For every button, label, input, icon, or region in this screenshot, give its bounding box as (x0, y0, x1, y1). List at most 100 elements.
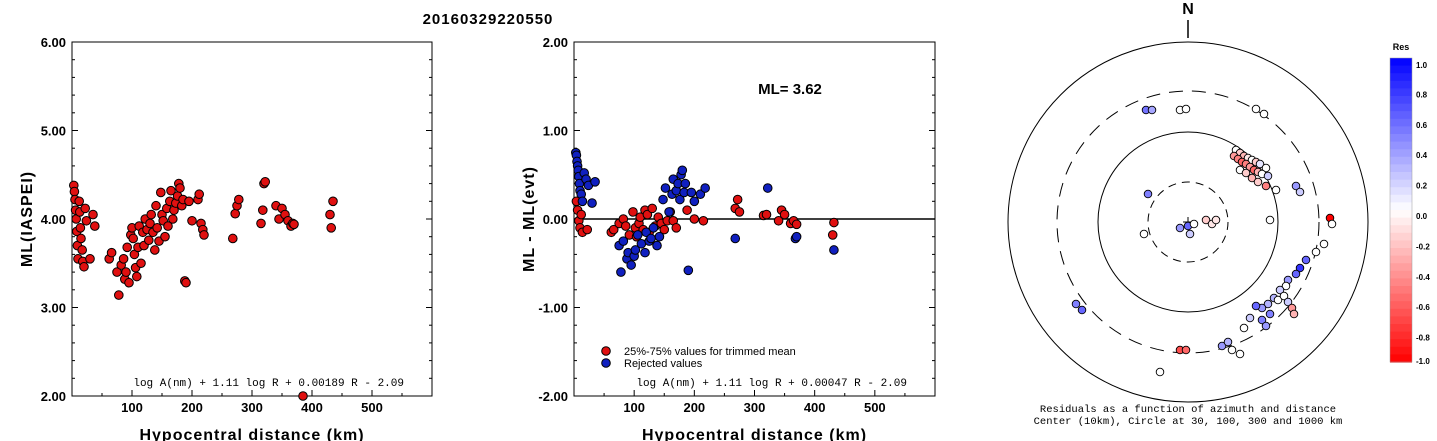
colorbar-tick-label: -0.4 (1416, 273, 1430, 282)
ml-vs-distance-chart: 100 200 300 400 500 2.00 3.00 4.00 5.00 6.00 Hypoc… (19, 35, 433, 441)
used-point (152, 223, 162, 233)
colorbar-segment (1390, 80, 1412, 89)
used-point (779, 209, 790, 220)
station-residual-point (1275, 285, 1285, 295)
used-point (114, 290, 124, 300)
x-tick-label: 400 (301, 400, 323, 415)
used-point (166, 185, 176, 196)
colorbar-segment (1390, 210, 1412, 219)
residual-vs-distance-chart: 100 200 300 400 500 -2.00 -1.00 0.00 1.00 2.00 Hyp… (521, 35, 936, 441)
rejected-point (680, 178, 691, 189)
ml-value-label: ML= 3.62 (758, 81, 822, 98)
station-residual-point (1235, 349, 1245, 359)
station-residual-point (1189, 219, 1199, 229)
x-tick-label: 500 (864, 400, 886, 415)
used-point (151, 200, 161, 211)
used-point (608, 224, 619, 235)
colorbar-tick-label: 0.0 (1416, 212, 1428, 221)
used-point (75, 223, 86, 233)
legend-marker (601, 346, 611, 356)
north-label: N (1182, 1, 1194, 18)
x-tick-label: 300 (744, 400, 766, 415)
station-residual-point (1201, 215, 1211, 225)
station-residual-point (1211, 215, 1221, 225)
colorbar-tick-label: -0.6 (1416, 303, 1430, 312)
used-point (698, 215, 709, 226)
station-residual-point (1265, 215, 1275, 225)
rejected-point (616, 267, 626, 277)
station-residual-point (1241, 168, 1251, 178)
colorbar-tick-label: 0.4 (1416, 151, 1428, 160)
used-point (121, 267, 131, 277)
used-point (187, 215, 197, 226)
used-point (136, 258, 146, 269)
station-residual-point (1245, 313, 1255, 323)
used-point (156, 187, 166, 198)
used-point (163, 221, 173, 231)
colorbar-tick-label: 0.6 (1416, 121, 1428, 130)
colorbar-segment (1390, 339, 1412, 348)
used-point (77, 245, 87, 255)
used-point (642, 209, 653, 220)
used-point (150, 245, 160, 255)
rejected-point (762, 183, 773, 193)
colorbar-segment (1390, 141, 1412, 150)
station-residual-point (1281, 281, 1291, 291)
station-residual-point (1185, 229, 1195, 239)
residual-colorbar: Res 1.0 0.8 0.6 0.4 0.2 0.0 -0.2 -0.4 -0.6 -0.8 -1.… (1389, 42, 1430, 366)
colorbar-segment (1390, 324, 1412, 333)
used-point (230, 208, 240, 219)
used-point (85, 254, 95, 264)
used-point (80, 203, 90, 214)
rejected-point (641, 227, 652, 238)
station-residual-point (1273, 295, 1283, 305)
rejected-point (677, 165, 688, 176)
colorbar-segment (1390, 118, 1412, 127)
used-point (791, 219, 802, 230)
y-tick-label: -1.00 (538, 301, 568, 316)
formula-text: log A(nm) + 1.11 log R + 0.00047 R - 2.0… (636, 378, 907, 390)
colorbar-segment (1390, 58, 1412, 67)
rejected-point (675, 194, 685, 205)
station-residual-point (1301, 255, 1311, 265)
colorbar-segment (1390, 149, 1412, 158)
colorbar-segment (1390, 194, 1412, 203)
colorbar-segment (1390, 225, 1412, 234)
station-residual-point (1291, 181, 1301, 191)
colorbar-segment (1390, 255, 1412, 264)
ring-30km (1147, 181, 1229, 263)
colorbar-segment (1390, 270, 1412, 279)
used-point (76, 233, 86, 244)
colorbar-segment (1390, 232, 1412, 241)
station-residual-point (1271, 185, 1281, 195)
rejected-point (700, 183, 710, 193)
used-point (647, 203, 658, 214)
x-tick-label: 300 (241, 400, 263, 415)
station-residual-point (1327, 219, 1337, 229)
rejected-point (658, 194, 668, 205)
used-point (181, 277, 191, 288)
used-point (289, 219, 299, 230)
colorbar-segment (1390, 331, 1412, 340)
ring-1000km (1007, 41, 1369, 403)
rejected-point (618, 236, 629, 246)
y-tick-label: 5.00 (41, 124, 66, 139)
station-residual-point (1217, 341, 1227, 351)
used-point (234, 194, 244, 205)
colorbar-frame (1389, 57, 1413, 363)
polar-caption-line1: Residuals as a function of azimuth and d… (1040, 404, 1336, 416)
y-axis-title: ML - ML(evt) (521, 166, 538, 272)
used-point (90, 221, 100, 231)
colorbar-tick-label: 0.2 (1416, 182, 1428, 191)
station-residual-point (1181, 104, 1191, 114)
used-point (773, 215, 784, 226)
y-tick-label: 3.00 (41, 301, 66, 316)
station-residual-point (1143, 189, 1153, 199)
used-point (260, 177, 271, 187)
station-residual-point (1175, 223, 1185, 233)
used-point (74, 196, 84, 207)
rejected-point (590, 177, 600, 187)
colorbar-segment (1390, 73, 1412, 82)
rejected-point (654, 231, 665, 242)
